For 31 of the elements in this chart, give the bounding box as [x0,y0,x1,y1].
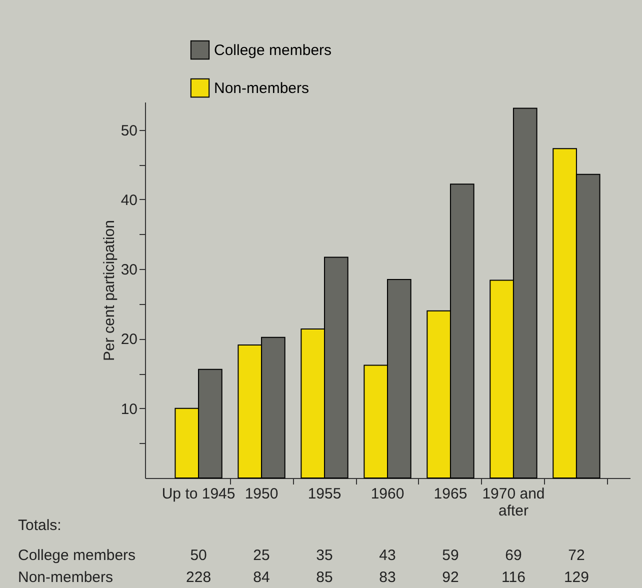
x-tick-label: Up to 1945 [162,486,236,502]
text: 50 [190,547,207,564]
x-tick-label: 1970 and after [482,486,545,520]
text: 72 [568,547,585,564]
text: 25 [253,547,270,564]
y-tick-label: 40 [120,192,138,209]
text: College members [18,547,136,564]
text: Totals: [18,517,62,534]
text: 69 [505,547,522,564]
text: 92 [442,569,459,586]
y-axis-title: Per cent participation [100,220,118,361]
text: 129 [564,569,589,586]
y-tick-label: 20 [120,331,138,348]
x-tick-label: 1955 [308,486,342,502]
text: 116 [502,569,526,586]
text: 228 [186,569,212,586]
y-tick-label: 50 [120,122,138,140]
text: 83 [379,569,396,586]
x-tick-label: 1965 [434,486,468,502]
text: 85 [316,569,333,586]
x-tick-label: 1960 [370,486,404,502]
text: 35 [316,547,333,564]
text: 84 [253,569,270,586]
y-tick-label: 30 [120,262,138,279]
legend-label: College members [214,42,332,59]
x-tick-label: 1950 [244,486,278,502]
legend-label: Non-members [214,80,310,97]
y-tick-label: 10 [120,400,138,418]
text: Non-members [18,569,114,586]
text: 59 [442,547,459,564]
text: 43 [379,547,396,564]
